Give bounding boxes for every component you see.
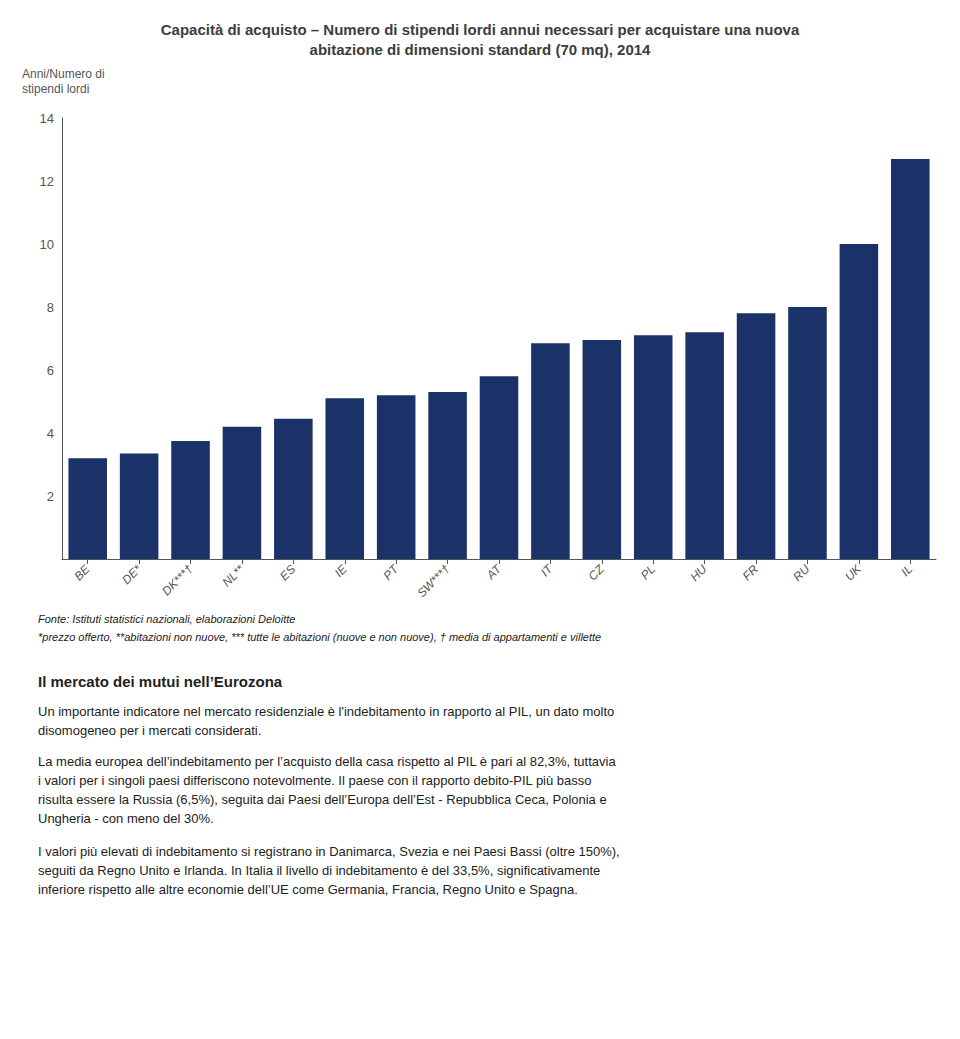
svg-text:UK: UK — [842, 561, 864, 583]
svg-text:seguiti da Regno Unito e Irlan: seguiti da Regno Unito e Irlanda. In Ita… — [38, 863, 600, 878]
svg-text:risulta essere la Russia (6,5%: risulta essere la Russia (6,5%), seguita… — [38, 792, 607, 807]
svg-text:RU: RU — [790, 562, 812, 584]
svg-text:CZ: CZ — [586, 562, 608, 584]
svg-text:IL: IL — [898, 562, 915, 579]
svg-text:IT: IT — [538, 561, 557, 580]
svg-text:I valori più elevati di indebi: I valori più elevati di indebitamento si… — [38, 844, 620, 859]
svg-text:stipendi lordi: stipendi lordi — [22, 82, 89, 96]
svg-text:NL**: NL** — [220, 562, 248, 590]
svg-text:Anni/Numero di: Anni/Numero di — [22, 67, 105, 81]
svg-text:*prezzo offerto, **abitazioni: *prezzo offerto, **abitazioni non nuove,… — [38, 631, 601, 643]
svg-text:Il mercato dei mutui nell’Euro: Il mercato dei mutui nell’Eurozona — [38, 673, 283, 690]
svg-text:14: 14 — [40, 111, 54, 126]
svg-text:PT: PT — [380, 561, 402, 583]
svg-text:4: 4 — [47, 426, 54, 441]
svg-text:SW***†: SW***† — [414, 562, 452, 600]
svg-text:Un importante indicatore nel m: Un importante indicatore nel mercato res… — [38, 704, 614, 719]
svg-text:Ungheria - con meno del 30%.: Ungheria - con meno del 30%. — [38, 811, 214, 826]
svg-text:ES: ES — [277, 562, 298, 583]
svg-text:Capacità di acquisto – Numero: Capacità di acquisto – Numero di stipend… — [161, 21, 800, 38]
svg-text:DE*: DE* — [119, 562, 144, 587]
svg-text:8: 8 — [47, 300, 54, 315]
svg-text:6: 6 — [47, 363, 54, 378]
svg-text:abitazione di dimensioni stand: abitazione di dimensioni standard (70 mq… — [310, 41, 652, 58]
svg-text:HU: HU — [687, 562, 709, 584]
svg-text:IE: IE — [332, 561, 351, 580]
svg-text:BE: BE — [71, 561, 93, 583]
svg-text:12: 12 — [40, 174, 54, 189]
svg-text:DK***†: DK***† — [159, 562, 196, 599]
svg-text:PL: PL — [638, 562, 658, 582]
svg-text:FR: FR — [740, 562, 761, 583]
svg-text:disomogeneo per i mercati cons: disomogeneo per i mercati considerati. — [38, 723, 261, 738]
svg-text:inferiore rispetto alle altre: inferiore rispetto alle altre economie d… — [38, 882, 578, 897]
svg-text:10: 10 — [40, 237, 54, 252]
svg-text:i valori per i singoli paesi d: i valori per i singoli paesi differiscon… — [38, 773, 592, 788]
svg-text:Fonte: Istituti statistici naz: Fonte: Istituti statistici nazionali, el… — [38, 613, 295, 625]
svg-text:2: 2 — [47, 489, 54, 504]
svg-text:AT: AT — [483, 561, 505, 583]
svg-text:La media europea dell’indebita: La media europea dell’indebitamento per … — [38, 754, 616, 769]
